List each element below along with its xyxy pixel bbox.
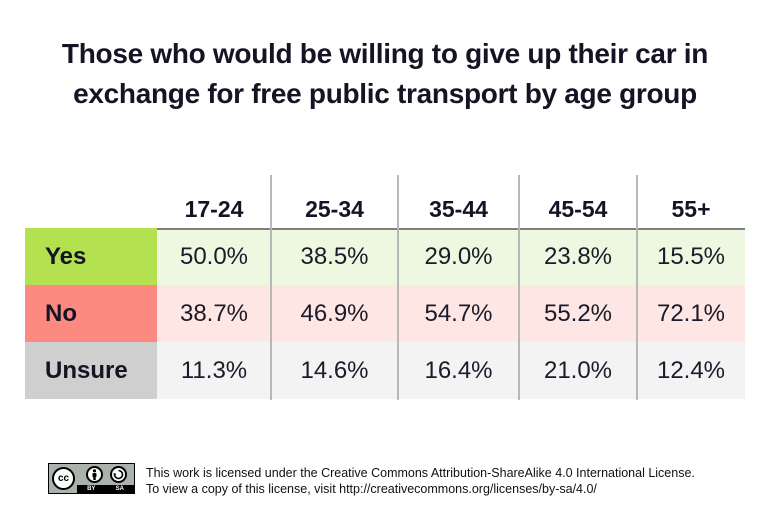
table-cell: 29.0% [424,242,493,270]
badge-by-label: BY [87,486,96,492]
chart-title-line-2: exchange for free public transport by ag… [73,78,697,109]
header-divider [157,228,745,230]
attribution-person-icon [86,466,103,483]
column-header: 17-24 [184,195,244,222]
table-cell: 15.5% [656,242,726,270]
column-divider [270,175,272,400]
row-label: No [25,285,157,342]
table-cell: 46.9% [300,299,369,327]
column-header: 55+ [671,195,711,222]
column-divider [636,175,638,400]
column-header: 45-54 [548,195,608,222]
badge-label-strip: BY SA [77,485,134,493]
license-line-1: This work is licensed under the Creative… [146,466,695,480]
table-cell: 38.7% [179,299,249,327]
cc-by-sa-badge-icon[interactable]: cc BY SA [48,463,135,494]
table-cell: 50.0% [179,242,249,270]
table-cell: 23.8% [543,242,613,270]
table-cell: 14.6% [300,356,369,384]
column-header: 35-44 [429,195,488,222]
table-row-yes: Yes 50.0% 38.5% 29.0% 23.8% 15.5% [25,228,745,285]
column-divider [397,175,399,400]
column-divider [518,175,520,400]
table-cell: 16.4% [424,356,493,384]
table-cell: 12.4% [656,356,726,384]
table-cell: 55.2% [543,299,613,327]
table-cell: 54.7% [424,299,493,327]
person-glyph-icon [92,469,97,480]
table-row-no: No 38.7% 46.9% 54.7% 55.2% 72.1% [25,285,745,342]
table-cell: 38.5% [300,242,369,270]
column-header: 25-34 [305,195,364,222]
sharealike-icon [110,466,127,483]
license-text: This work is licensed under the Creative… [146,465,766,497]
data-table: Yes 50.0% 38.5% 29.0% 23.8% 15.5% No 38.7% 46.9%… [25,175,745,400]
row-label: Yes [25,228,157,285]
table-cell: 21.0% [543,356,613,384]
table-cell: 72.1% [656,299,726,327]
table-cell: 11.3% [180,356,248,384]
chart-title-line-1: Those who would be willing to give up th… [61,38,709,69]
sharealike-glyph-icon [113,469,124,480]
row-label: Unsure [25,342,157,399]
table-row-unsure: Unsure 11.3% 14.6% 16.4% 21.0% 12.4% [25,342,745,399]
badge-sa-label: SA [115,486,124,492]
chart-title: Those who would be willing to give up th… [0,34,770,114]
cc-logo-icon: cc [52,467,75,490]
license-line-2[interactable]: To view a copy of this license, visit ht… [146,482,597,496]
